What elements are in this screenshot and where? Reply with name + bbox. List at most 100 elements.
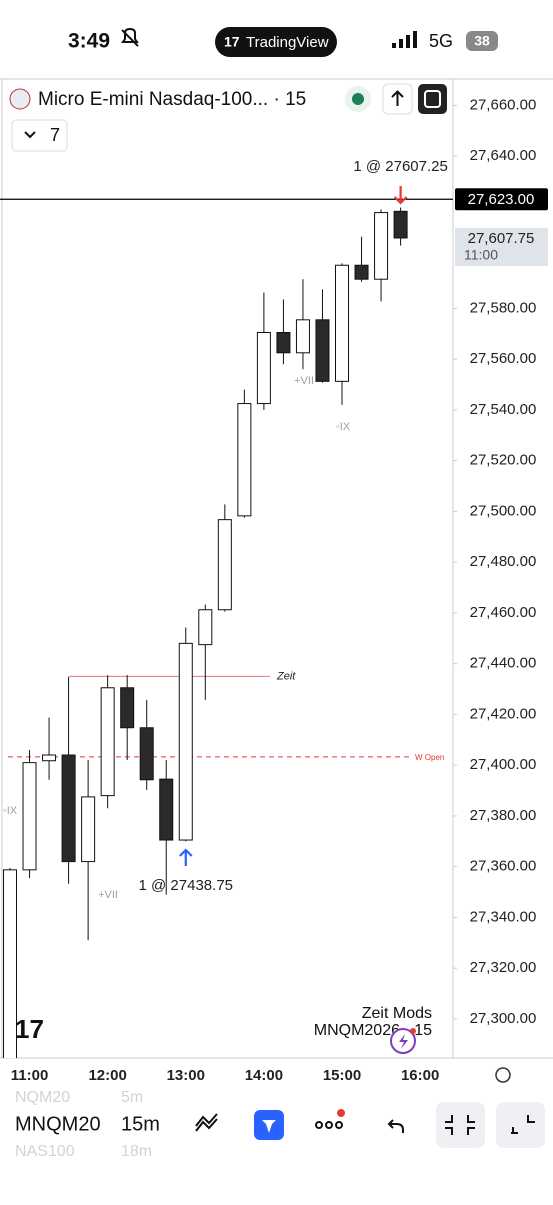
app-pill (215, 27, 337, 57)
up-candle (42, 754, 57, 762)
clock: 3:49 (68, 30, 110, 53)
down-candle (61, 754, 76, 863)
ghost-symbol: NAS100 (15, 1143, 75, 1160)
y-tick-label: 27,660.00 (470, 96, 537, 113)
up-candle (81, 796, 96, 863)
expand-button[interactable] (496, 1102, 545, 1148)
up-candle (198, 609, 213, 646)
ghost-interval: 18m (121, 1143, 152, 1160)
tv-logo: 17 (15, 1014, 44, 1044)
up-candle (374, 212, 389, 280)
up-candle (100, 687, 115, 797)
battery-level: 38 (474, 33, 490, 49)
pattern-marker: ◦IX (3, 805, 18, 817)
toolbar-symbol[interactable]: MNQM20 (15, 1113, 101, 1135)
up-candle (22, 762, 37, 871)
undo-icon[interactable] (387, 1119, 404, 1133)
pattern-marker: ◦IX (336, 421, 351, 433)
down-candle (159, 778, 174, 841)
fullscreen-icon (424, 90, 441, 108)
trade-arrow (178, 848, 193, 866)
x-tick-label: 16:00 (401, 1067, 439, 1084)
expand-icon (511, 1115, 535, 1134)
badge (410, 1028, 416, 1034)
y-tick-label: 27,560.00 (470, 350, 537, 367)
y-tick-label: 27,460.00 (470, 604, 537, 621)
indicators-button[interactable] (11, 119, 68, 152)
zeit-label: Zeit (276, 670, 296, 682)
signal-icon (392, 31, 417, 48)
last-price-label: 27,607.75 (468, 230, 535, 247)
y-tick-label: 27,640.00 (470, 147, 537, 164)
up-candle (3, 869, 17, 1058)
up-candle (335, 264, 350, 382)
mute-icon (121, 27, 139, 47)
y-tick-label: 27,440.00 (470, 655, 537, 672)
y-tick-label: 27,540.00 (470, 401, 537, 418)
symbol-title[interactable]: Micro E-mini Nasdaq-100... · 15 (38, 89, 306, 110)
up-candle (178, 642, 193, 841)
ghost-interval: 5m (121, 1089, 143, 1106)
down-candle (315, 319, 330, 382)
watermark-title: Zeit Mods (362, 1005, 432, 1022)
y-tick-label: 27,580.00 (470, 299, 537, 316)
down-candle (120, 687, 135, 729)
app-name: TradingView (246, 34, 329, 51)
last-price-tag (455, 227, 548, 266)
network: 5G (429, 31, 453, 51)
tv-mini-logo: 17 (224, 34, 240, 50)
pattern-marker: +VII (294, 375, 314, 387)
y-tick-label: 27,360.00 (470, 858, 537, 875)
axis-settings[interactable] (495, 1067, 511, 1083)
more-badge (337, 1109, 345, 1117)
x-tick-label: 14:00 (245, 1067, 283, 1084)
up-candle (256, 331, 271, 405)
toolbar-interval[interactable]: 15m (121, 1113, 160, 1135)
collapse-icon (445, 1115, 475, 1135)
y-tick-label: 27,500.00 (470, 502, 537, 519)
y-tick-label: 27,320.00 (470, 959, 537, 976)
x-tick-label: 15:00 (323, 1067, 361, 1084)
y-tick-label: 27,520.00 (470, 452, 537, 469)
x-tick-label: 13:00 (167, 1067, 205, 1084)
price-line-tag (455, 188, 548, 211)
w-open-label: W Open (415, 753, 444, 762)
y-tick-label: 27,340.00 (470, 908, 537, 925)
lightning-icon (399, 1034, 408, 1049)
y-tick-label: 27,300.00 (470, 1010, 537, 1027)
collapse-button[interactable] (436, 1102, 485, 1148)
x-tick-label: 12:00 (88, 1067, 126, 1084)
flag-icon (9, 88, 31, 110)
drawing-icon (262, 1120, 276, 1133)
trade-label: 1 @ 27607.25 (353, 158, 447, 175)
down-candle (393, 210, 408, 239)
down-candle (276, 331, 291, 354)
ghost-symbol: NQM20 (15, 1089, 70, 1106)
up-icon (391, 90, 404, 106)
battery (466, 31, 498, 51)
up-candle (217, 519, 232, 611)
market-status (352, 93, 364, 105)
y-tick-label: 27,380.00 (470, 807, 537, 824)
y-tick-label: 27,480.00 (470, 553, 537, 570)
chevron (24, 131, 36, 139)
down-candle (354, 264, 369, 280)
y-tick-label: 27,420.00 (470, 705, 537, 722)
fullscreen-button[interactable] (418, 84, 447, 114)
up-candle (237, 403, 252, 517)
pattern-marker: +VII (98, 889, 118, 901)
down-candle (139, 727, 154, 781)
up-candle (295, 319, 310, 354)
indicators-icon[interactable] (195, 1113, 218, 1132)
trade-arrow (393, 186, 408, 205)
countdown: 11:00 (464, 247, 498, 263)
price-line-label: 27,623.00 (468, 191, 535, 208)
x-tick-label: 11:00 (11, 1067, 49, 1084)
y-tick-label: 27,400.00 (470, 756, 537, 773)
more-icon[interactable] (315, 1121, 343, 1129)
indicator-count: 7 (50, 125, 60, 145)
plot-area: Zeit W Open +VII ◦IX ◦IX +VII (0, 198, 453, 1058)
trade-label: 1 @ 27438.75 (139, 877, 233, 894)
